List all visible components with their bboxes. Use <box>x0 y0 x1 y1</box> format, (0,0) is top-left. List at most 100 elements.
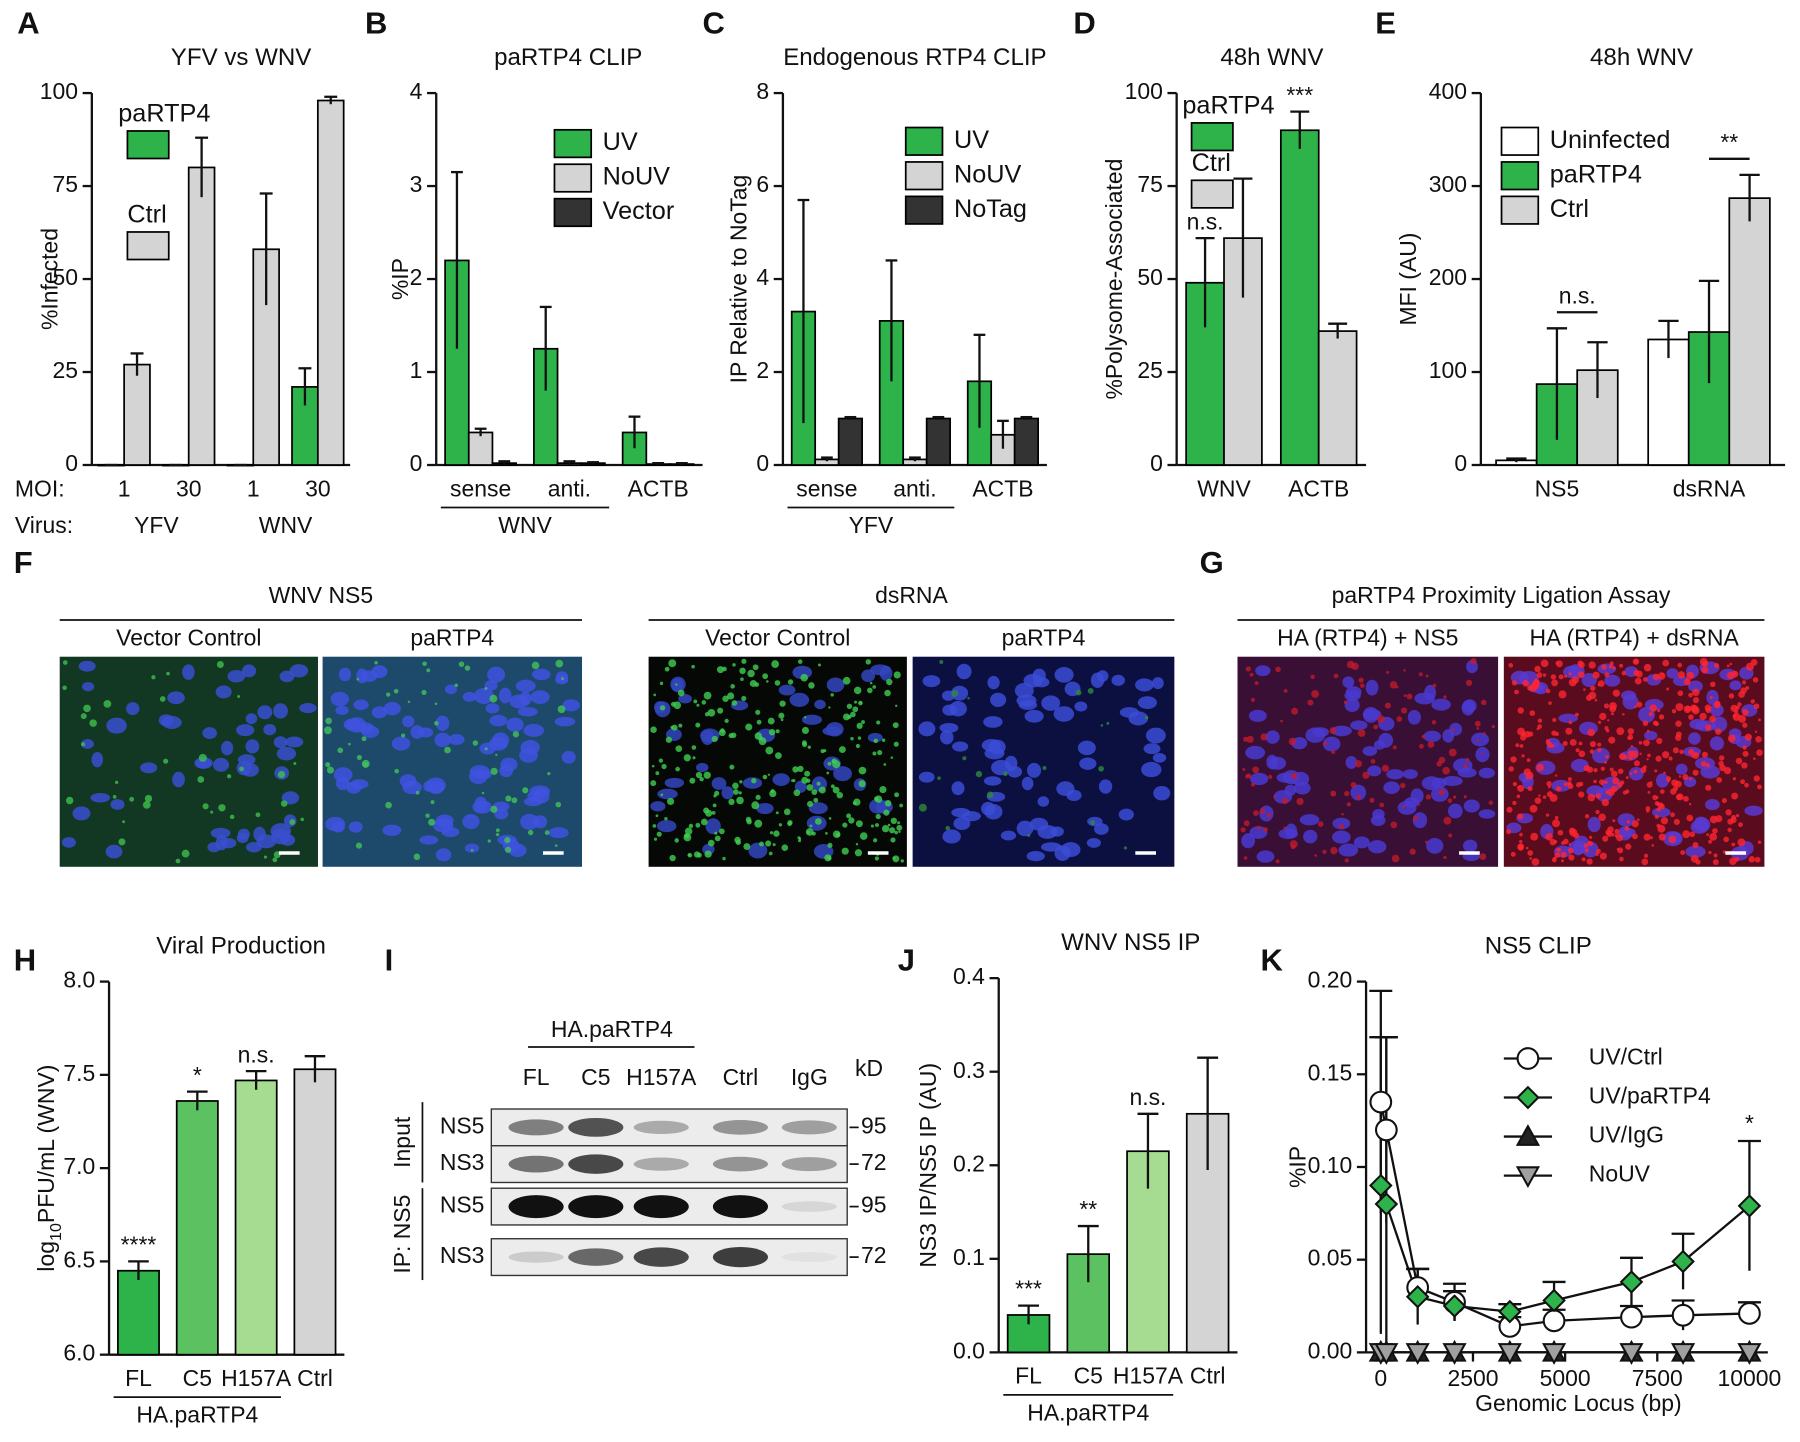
stain-dot <box>1400 707 1408 714</box>
stain-dot <box>809 824 813 828</box>
nucleus <box>748 842 768 859</box>
stain-dot <box>1545 832 1553 841</box>
x-tick-label: C5 <box>183 1365 212 1391</box>
nucleus <box>1744 805 1763 816</box>
nucleus <box>227 670 246 683</box>
y-tick-label: 100 <box>1429 357 1467 383</box>
stain-dot <box>1479 853 1487 861</box>
nucleus <box>1256 850 1275 863</box>
nucleus <box>1345 686 1362 699</box>
stain-dot <box>1631 820 1639 828</box>
stain-dot <box>1598 779 1605 785</box>
stain-dot <box>1564 674 1568 678</box>
stain-dot <box>1567 783 1574 790</box>
stain-dot <box>1256 825 1261 830</box>
stain-dot <box>1470 658 1477 665</box>
nucleus <box>241 763 259 777</box>
y-tick-label: 7.0 <box>63 1153 95 1179</box>
nucleus <box>273 736 288 749</box>
stain-dot <box>434 721 439 726</box>
stain-dot <box>1476 726 1480 730</box>
stain-dot <box>1742 745 1747 750</box>
blot-band <box>781 1201 837 1212</box>
nucleus <box>299 702 317 714</box>
stain-dot <box>1087 688 1094 694</box>
stain-dot <box>1750 699 1755 704</box>
stain-dot <box>756 719 762 725</box>
stain-dot <box>394 768 399 774</box>
stain-dot <box>1655 755 1662 762</box>
y-axis-label: log10PFU/mL (WNV) <box>33 1065 65 1272</box>
point <box>1498 1299 1522 1324</box>
legend-label: UV/IgG <box>1589 1122 1664 1148</box>
stain-dot <box>1424 840 1428 844</box>
nucleus <box>1407 709 1421 725</box>
stain-dot <box>80 713 87 720</box>
nucleus <box>867 732 883 743</box>
stain-dot <box>1673 818 1680 826</box>
stain-dot <box>894 792 900 798</box>
stain-dot <box>1431 720 1437 725</box>
stain-dot <box>658 758 664 763</box>
stain-dot <box>227 774 232 779</box>
y-tick-label: 0.00 <box>1308 1337 1353 1363</box>
section-label: IP: NS5 <box>389 1195 415 1274</box>
stain-dot <box>1718 755 1725 761</box>
nucleus <box>825 722 844 737</box>
nucleus <box>1572 842 1584 856</box>
stain-dot <box>1391 854 1400 863</box>
stain-dot <box>754 819 763 828</box>
stain-dot <box>1757 840 1762 844</box>
y-tick-label: 50 <box>53 264 79 290</box>
stain-dot <box>1425 674 1429 678</box>
nucleus <box>561 750 576 764</box>
stain-dot <box>1654 814 1659 819</box>
y-tick-label: 400 <box>1429 78 1467 104</box>
stain-dot <box>490 805 498 813</box>
stain-dot <box>711 735 718 743</box>
stain-dot <box>1675 720 1682 727</box>
stain-dot <box>1418 672 1423 677</box>
stain-dot <box>1688 749 1695 756</box>
panel-letter: C <box>703 6 725 41</box>
stain-dot <box>854 700 858 704</box>
legend-swatch <box>126 231 170 261</box>
stain-dot <box>854 849 863 857</box>
stain-dot <box>896 824 903 831</box>
nucleus <box>256 834 277 849</box>
stain-dot <box>755 709 761 715</box>
stain-dot <box>962 756 967 761</box>
y-tick-label: 0 <box>65 450 78 476</box>
stain-dot <box>1554 816 1559 820</box>
nucleus <box>1145 727 1166 744</box>
stain-dot <box>1281 797 1289 805</box>
x-tick-label: ACTB <box>1288 475 1349 501</box>
stain-dot <box>1646 758 1649 761</box>
nucleus <box>1152 677 1164 690</box>
stain-dot <box>842 676 851 685</box>
y-tick-label: 8.0 <box>63 967 95 993</box>
stain-dot <box>1656 801 1661 807</box>
kd-marker: 95 <box>861 1192 887 1218</box>
nucleus <box>1383 781 1400 795</box>
nucleus <box>241 664 257 678</box>
stain-dot <box>1605 755 1609 759</box>
nucleus <box>1033 677 1050 688</box>
y-tick-label: 4 <box>410 78 423 104</box>
nucleus <box>236 724 255 737</box>
stain-dot <box>1735 757 1743 765</box>
chart-title: 48h WNV <box>1590 44 1693 71</box>
stain-dot <box>820 749 825 754</box>
stain-dot <box>1745 686 1750 691</box>
blot-band <box>568 1117 624 1137</box>
nucleus <box>1447 803 1463 819</box>
stain-dot <box>1442 766 1450 775</box>
stain-dot <box>841 847 849 855</box>
legend-label: Ctrl <box>127 201 166 229</box>
stain-dot <box>1123 846 1127 850</box>
nucleus <box>237 754 256 766</box>
stain-dot <box>1643 663 1652 672</box>
nucleus <box>1350 720 1368 731</box>
nucleus <box>1135 678 1154 692</box>
nucleus <box>494 808 509 820</box>
